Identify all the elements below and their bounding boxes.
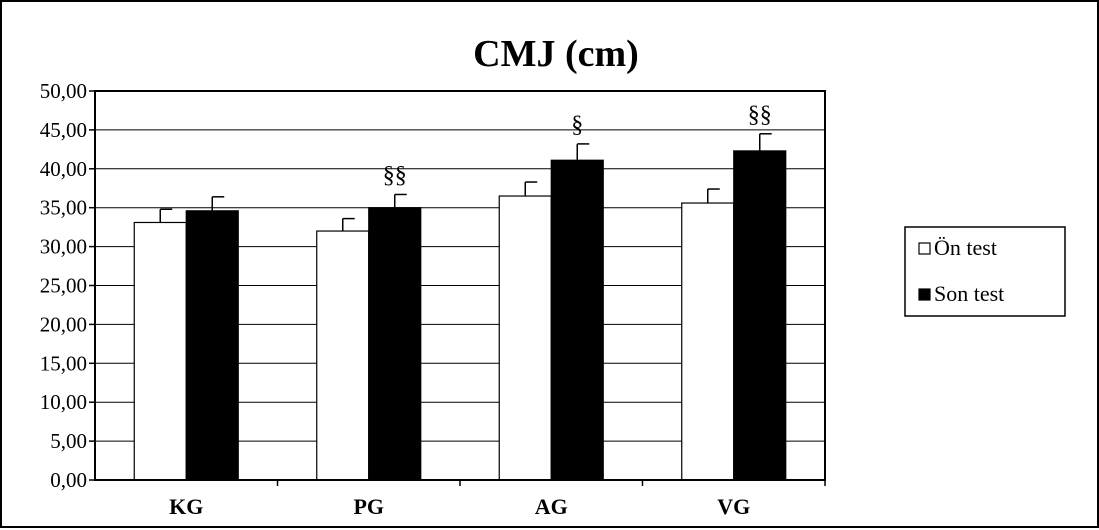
x-category-label: PG [353, 494, 384, 519]
x-axis-categories: KG PG AG VG [169, 480, 826, 519]
legend-swatch-on-test [918, 242, 931, 255]
legend-label-son-test: Son test [934, 281, 1004, 306]
bar [316, 230, 370, 481]
y-tick-label: 10,00 [40, 390, 87, 414]
y-tick-label: 0,00 [50, 468, 87, 492]
chart-title: CMJ (cm) [473, 33, 639, 75]
significance-annotation: §§ [383, 162, 407, 188]
bar [368, 207, 422, 481]
y-tick-label: 25,00 [40, 274, 87, 298]
legend: Ön test Son test [904, 226, 1066, 317]
significance-annotation: §§ [748, 102, 772, 128]
legend-label-on-test: Ön test [934, 235, 997, 260]
x-category-label: KG [169, 494, 203, 519]
bar [133, 221, 187, 481]
significance-annotation: § [571, 112, 583, 138]
bar [733, 150, 787, 481]
legend-box [904, 226, 1066, 317]
bar [185, 210, 239, 481]
y-tick-label: 45,00 [40, 118, 87, 142]
y-axis-ticks: 0,00 5,00 10,00 15,00 20,00 25,00 30,00 35,00 40… [40, 79, 95, 492]
bars: §§§ §§ [133, 102, 787, 481]
bar [550, 159, 604, 481]
y-tick-label: 40,00 [40, 157, 87, 181]
bar [681, 202, 735, 481]
y-tick-label: 15,00 [40, 351, 87, 375]
x-category-label: VG [717, 494, 750, 519]
bar [498, 195, 552, 481]
y-tick-label: 50,00 [40, 79, 87, 103]
y-tick-label: 35,00 [40, 196, 87, 220]
legend-swatch-son-test [918, 288, 931, 301]
y-tick-label: 20,00 [40, 312, 87, 336]
y-tick-label: 5,00 [50, 429, 87, 453]
plot-area-border [94, 90, 826, 481]
y-tick-label: 30,00 [40, 235, 87, 259]
x-category-label: AG [535, 494, 568, 519]
